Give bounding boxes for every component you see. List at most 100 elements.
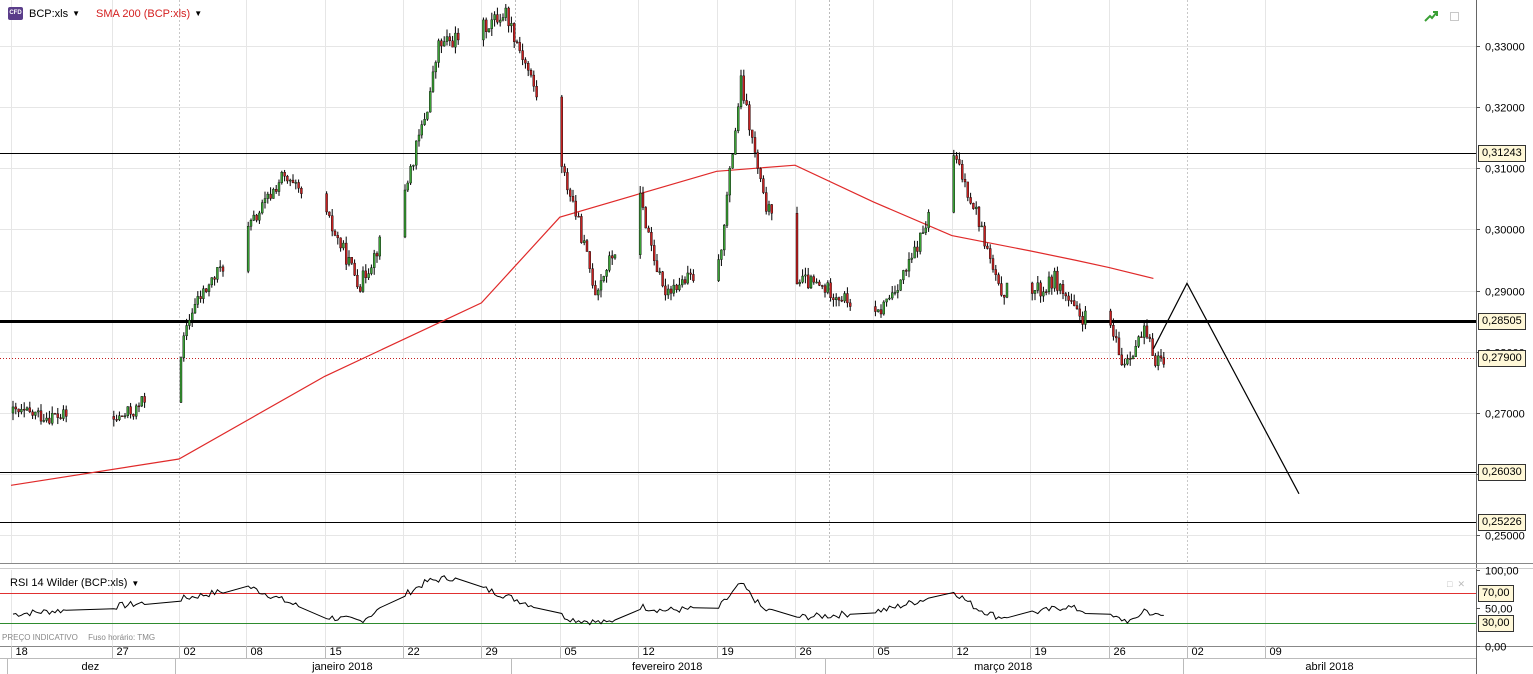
x-day-label: 19 [722, 646, 734, 658]
candle-bear [1148, 336, 1152, 339]
trend-up-icon[interactable] [1424, 10, 1438, 22]
caret-down-icon[interactable]: ▼ [72, 9, 81, 18]
candle-bull [20, 409, 23, 413]
candle-bull [1142, 325, 1146, 338]
candle-bull [1084, 310, 1087, 325]
caret-down-icon[interactable]: ▼ [194, 9, 203, 18]
projection-line[interactable] [1152, 282, 1300, 495]
y-tick-label: 0,33000 [1485, 42, 1525, 54]
candle-bear [669, 288, 673, 294]
candle-bear [823, 285, 827, 293]
candle-bear [485, 19, 488, 32]
candle-bull [266, 193, 269, 199]
close-icon[interactable]: ✕ [1457, 579, 1465, 589]
candle-bear [529, 69, 533, 76]
rsi-level-badge: 30,00 [1478, 614, 1514, 632]
main-legend: CFD BCP:xls ▼ SMA 200 (BCP:xls) ▼ [8, 7, 202, 20]
cfd-icon: CFD [8, 7, 23, 20]
candle-bull [51, 413, 54, 424]
instrument-selector[interactable]: BCP:xls ▼ [29, 8, 80, 20]
candle-bull [202, 288, 205, 299]
candle-bull [1033, 290, 1037, 294]
candle-bull [843, 293, 846, 302]
candle-bull [185, 325, 188, 337]
candle-bear [1061, 284, 1065, 294]
sma-selector[interactable]: SMA 200 (BCP:xls) ▼ [96, 8, 202, 20]
y-tick-label: 0,30000 [1485, 225, 1525, 237]
candle-bear [364, 270, 367, 278]
candle-bull [896, 290, 899, 293]
candle-bear [23, 409, 26, 411]
candle-bull [373, 253, 376, 268]
price-type: PREÇO INDICATIVO [2, 633, 78, 642]
candle-bull [45, 417, 48, 421]
rsi-line [12, 575, 1164, 626]
candle-bear [653, 245, 656, 261]
candle-bear [641, 192, 645, 208]
candle-bear [571, 196, 575, 202]
candle-bear [1151, 338, 1154, 356]
candle-bull [815, 281, 818, 284]
candle-bull [11, 406, 15, 414]
candle-bear [1075, 305, 1079, 310]
horizontal-lines[interactable] [0, 153, 1476, 523]
x-day-label: 08 [251, 646, 263, 658]
candle-bull [445, 36, 449, 42]
candle-bull [370, 267, 373, 274]
candle-bull [190, 312, 194, 321]
candle-bull [246, 226, 250, 272]
price-badge: 0,26030 [1478, 463, 1526, 481]
candle-bear [331, 215, 334, 232]
candle-bull [913, 246, 916, 259]
candle-bear [524, 59, 527, 64]
x-month-label: janeiro 2018 [311, 661, 373, 673]
candle-bull [123, 415, 127, 418]
candle-bear [132, 414, 135, 417]
candle-bear [958, 159, 961, 165]
candle-bear [745, 100, 748, 105]
x-day-label: 09 [1270, 646, 1282, 658]
candle-bear [574, 200, 577, 217]
candle-bull [403, 189, 407, 238]
candle-bull [1126, 358, 1129, 365]
candle-bull [193, 304, 197, 314]
y-tick-label: 0,25000 [1485, 531, 1525, 543]
candle-bull [420, 124, 423, 136]
x-day-label: 05 [878, 646, 890, 658]
candle-bull [490, 19, 493, 29]
candle-bear [1117, 337, 1121, 356]
candle-bull [342, 242, 345, 249]
candle-bull [258, 212, 261, 221]
candle-bull [877, 309, 880, 312]
candle-bull [431, 71, 435, 92]
candle-bear [333, 230, 337, 236]
candle-bull [907, 259, 911, 272]
candle-bull [1036, 282, 1040, 291]
candle-bear [644, 207, 647, 229]
window-icon[interactable] [1450, 11, 1459, 21]
candle-bear [611, 255, 614, 259]
candle-bull [734, 130, 737, 155]
candle-bear [255, 214, 258, 221]
candle-bear [594, 285, 597, 296]
y-tick-label: 0,27000 [1485, 409, 1525, 421]
candle-bear [115, 419, 118, 421]
candle-bull [249, 219, 253, 227]
last-price-badge: 0,27900 [1478, 349, 1526, 367]
candle-bull [910, 257, 913, 260]
window-icon[interactable]: □ [1447, 579, 1453, 589]
candle-bear [585, 240, 589, 252]
candle-bear [762, 178, 765, 193]
candle-bear [1067, 295, 1070, 301]
x-day-label: 29 [486, 646, 498, 658]
candle-bull [118, 415, 121, 420]
candle-bear [977, 206, 981, 227]
candle-bear [112, 416, 116, 420]
rsi-selector[interactable]: RSI 14 Wilder (BCP:xls) ▼ [10, 577, 139, 589]
candle-bull [717, 259, 720, 281]
projection-drawing[interactable] [1152, 282, 1300, 495]
price-badge: 0,31243 [1478, 144, 1526, 162]
caret-down-icon[interactable]: ▼ [131, 578, 140, 588]
